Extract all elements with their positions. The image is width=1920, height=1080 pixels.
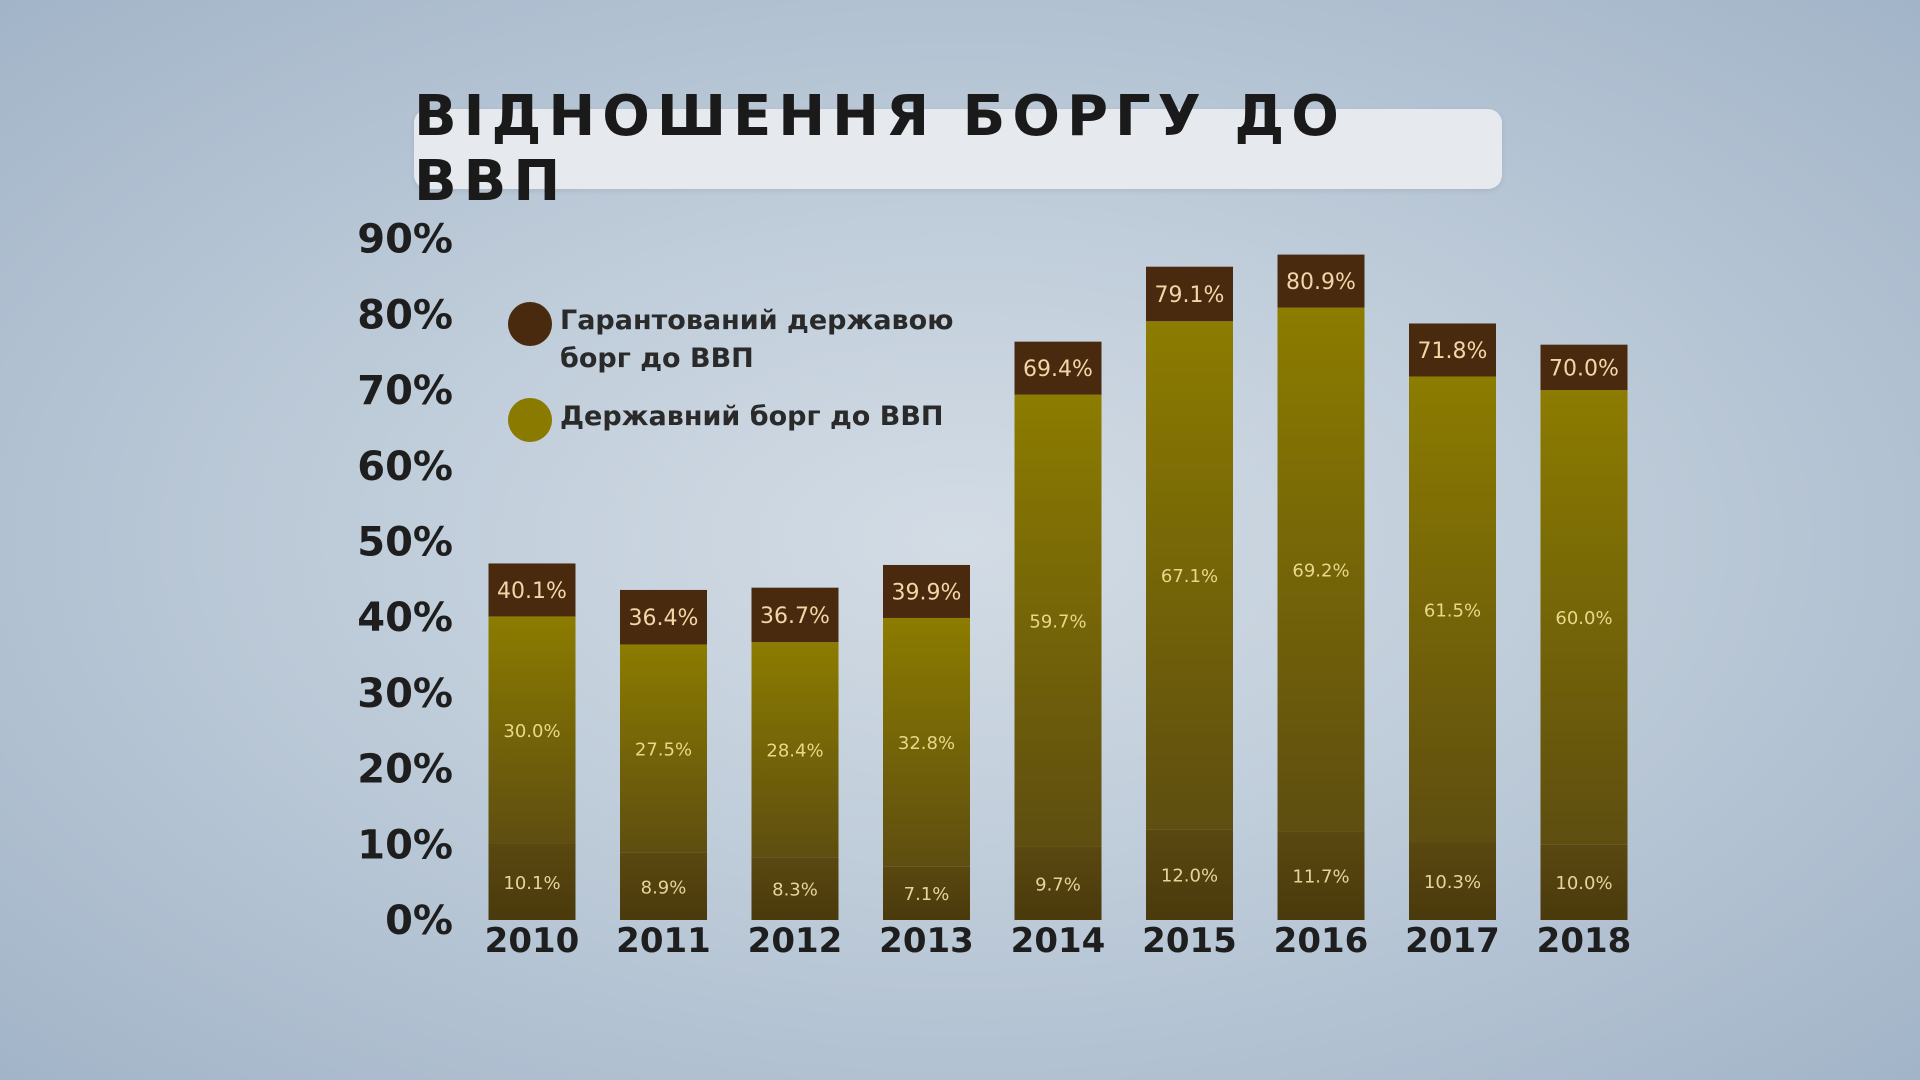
- bar-segment-bottom: [883, 866, 970, 920]
- data-label-middle: 59.7%: [1029, 612, 1086, 633]
- data-label-total: 36.4%: [629, 606, 699, 631]
- y-tick-label: 20%: [357, 747, 453, 793]
- legend-item-state: Державний борг до ВВП: [508, 398, 980, 442]
- bar-segment-bottom: [1277, 831, 1365, 920]
- bar-segment-bottom: [1014, 846, 1102, 920]
- data-label-total: 40.1%: [497, 579, 567, 604]
- bar-group: 10.3% 61.5% 71.8%: [1409, 323, 1496, 920]
- bar-segment-bottom: [620, 852, 707, 920]
- bar-segment-bottom: [488, 843, 576, 920]
- data-label-bottom: 8.3%: [772, 880, 818, 901]
- bar-segment-bottom: [1540, 844, 1628, 920]
- bar-group: 10.0% 60.0% 70.0%: [1540, 344, 1628, 920]
- data-label-bottom: 11.7%: [1292, 867, 1349, 888]
- bar-segment-middle: [1014, 394, 1102, 847]
- bar-group: 8.3% 28.4% 36.7%: [751, 587, 839, 920]
- bar-segment-top: [488, 563, 576, 617]
- legend-swatch-state: [508, 398, 552, 442]
- bar-segment-bottom: [1409, 842, 1496, 920]
- y-tick-label: 40%: [357, 595, 453, 641]
- y-tick-label: 50%: [357, 520, 453, 566]
- data-label-bottom: 8.9%: [641, 877, 687, 898]
- bar-segment-top: [1277, 254, 1365, 308]
- bar-group: 12.0% 67.1% 79.1%: [1146, 266, 1233, 920]
- bar-group: 7.1% 32.8% 39.9%: [883, 564, 970, 920]
- y-axis: 0% 10% 20% 30% 40% 50% 60% 70% 80% 90%: [357, 217, 453, 944]
- legend: Гарантований державою борг до ВВП Держав…: [508, 302, 980, 462]
- bar-segment-middle: [1277, 307, 1365, 832]
- data-label-total: 70.0%: [1549, 356, 1619, 381]
- bar-group: 11.7% 69.2% 80.9%: [1277, 254, 1365, 920]
- bar-segment-middle: [883, 617, 970, 867]
- x-tick-label: 2017: [1405, 921, 1500, 961]
- data-label-middle: 30.0%: [503, 721, 560, 742]
- title-box: ВІДНОШЕННЯ БОРГУ ДО ВВП: [414, 84, 1502, 214]
- y-tick-label: 0%: [385, 898, 453, 944]
- data-label-middle: 69.2%: [1292, 561, 1349, 582]
- bar-segment-middle: [1540, 390, 1628, 845]
- bar-segment-top: [751, 587, 839, 643]
- bar-segment-top: [1146, 266, 1233, 322]
- data-label-bottom: 9.7%: [1035, 874, 1081, 895]
- x-tick-label: 2010: [485, 921, 580, 961]
- x-tick-label: 2012: [748, 921, 843, 961]
- data-label-middle: 28.4%: [766, 741, 823, 762]
- bar-group: 10.1% 30.0% 40.1%: [488, 563, 576, 920]
- bar-segment-middle: [620, 644, 707, 853]
- bar-segment-middle: [1146, 321, 1233, 830]
- bar-segment-bottom: [751, 857, 839, 920]
- bar-group: 9.7% 59.7% 69.4%: [1014, 341, 1102, 920]
- data-label-middle: 67.1%: [1161, 566, 1218, 587]
- legend-label-guaranteed: Гарантований державою борг до ВВП: [560, 305, 954, 374]
- x-tick-label: 2018: [1537, 921, 1632, 961]
- bar-group: 8.9% 27.5% 36.4%: [620, 589, 707, 920]
- data-label-middle: 27.5%: [635, 740, 692, 761]
- y-tick-label: 60%: [357, 444, 453, 490]
- y-tick-label: 70%: [357, 368, 453, 414]
- data-label-total: 71.8%: [1418, 339, 1488, 364]
- data-label-bottom: 10.3%: [1424, 872, 1481, 893]
- data-label-bottom: 10.0%: [1555, 873, 1612, 894]
- bar-segment-top: [620, 589, 707, 645]
- bar-segment-bottom: [1146, 829, 1233, 920]
- x-tick-label: 2016: [1274, 921, 1369, 961]
- data-label-middle: 60.0%: [1555, 608, 1612, 629]
- y-tick-label: 90%: [357, 217, 453, 263]
- data-label-total: 79.1%: [1155, 283, 1225, 308]
- data-label-middle: 61.5%: [1424, 600, 1481, 621]
- data-label-total: 36.7%: [760, 604, 830, 629]
- x-tick-label: 2013: [879, 921, 974, 961]
- legend-swatch-guaranteed: [508, 302, 552, 346]
- bar-segment-top: [1014, 341, 1102, 395]
- x-tick-label: 2015: [1142, 921, 1237, 961]
- x-axis: 2010 2011 2012 2013 2014 2015 2016 2017 2018: [485, 921, 1632, 961]
- x-tick-label: 2014: [1011, 921, 1106, 961]
- data-label-bottom: 7.1%: [904, 884, 950, 905]
- x-tick-label: 2011: [616, 921, 711, 961]
- data-label-bottom: 12.0%: [1161, 866, 1218, 887]
- legend-label-state: Державний борг до ВВП: [560, 401, 944, 432]
- data-label-bottom: 10.1%: [503, 873, 560, 894]
- bar-segment-middle: [1409, 376, 1496, 843]
- y-tick-label: 30%: [357, 671, 453, 717]
- legend-item-guaranteed: Гарантований державою борг до ВВП: [508, 302, 980, 378]
- bar-segment-top: [883, 564, 970, 618]
- bar-segment-middle: [751, 642, 839, 858]
- bar-segment-top: [1540, 344, 1628, 391]
- y-tick-label: 10%: [357, 822, 453, 868]
- data-label-total: 69.4%: [1023, 357, 1093, 382]
- data-label-middle: 32.8%: [898, 733, 955, 754]
- data-label-total: 39.9%: [892, 580, 962, 605]
- bar-segment-middle: [488, 616, 576, 844]
- y-tick-label: 80%: [357, 292, 453, 338]
- data-label-total: 80.9%: [1286, 270, 1356, 295]
- chart-title: ВІДНОШЕННЯ БОРГУ ДО ВВП: [414, 84, 1346, 214]
- bars: 10.1% 30.0% 40.1% 8.9% 27.5% 36.4% 8.3% 28.4% 36…: [488, 254, 1628, 920]
- bar-segment-top: [1409, 323, 1496, 377]
